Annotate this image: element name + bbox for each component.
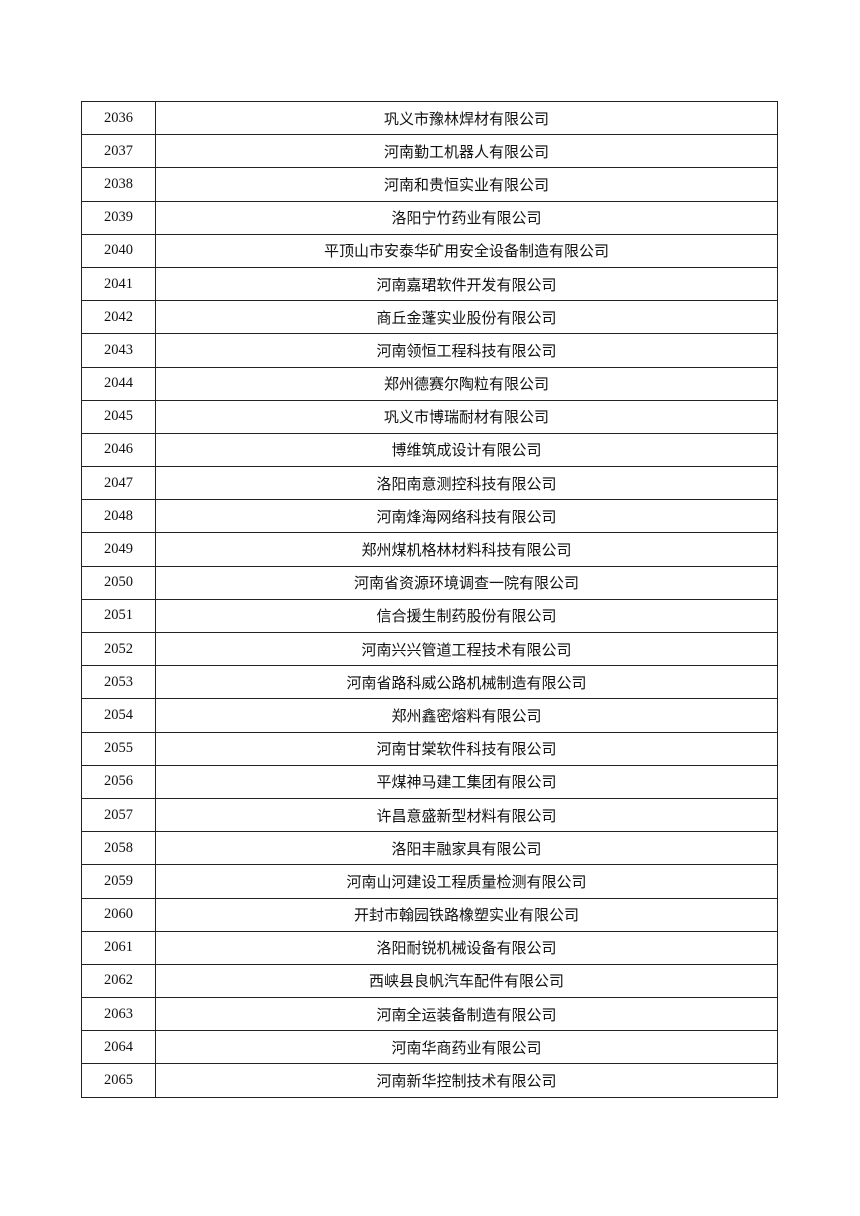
company-name: 河南新华控制技术有限公司	[155, 1063, 778, 1098]
company-name: 河南烽海网络科技有限公司	[155, 499, 778, 534]
row-number: 2045	[81, 399, 156, 434]
table-row: 2060 开封市翰园铁路橡塑实业有限公司	[81, 897, 778, 932]
table-row: 2058 洛阳丰融家具有限公司	[81, 831, 778, 866]
company-name: 信合援生制药股份有限公司	[155, 598, 778, 634]
table-row: 2044 郑州德赛尔陶粒有限公司	[81, 366, 778, 401]
row-number: 2040	[81, 233, 156, 268]
table-row: 2064 河南华商药业有限公司	[81, 1030, 778, 1065]
company-name: 博维筑成设计有限公司	[155, 432, 778, 468]
row-number: 2051	[81, 598, 156, 634]
row-number: 2046	[81, 432, 156, 468]
table-body: 2036 巩义市豫林焊材有限公司 2037 河南勤工机器人有限公司 2038 河南和贵恒实…	[81, 100, 778, 1098]
company-name: 洛阳宁竹药业有限公司	[155, 200, 778, 235]
table-row: 2054 郑州鑫密熔料有限公司	[81, 698, 778, 733]
row-number: 2054	[81, 698, 156, 733]
row-number: 2056	[81, 764, 156, 799]
row-number: 2053	[81, 665, 156, 700]
row-number: 2050	[81, 565, 156, 600]
row-number: 2060	[81, 897, 156, 932]
table-row: 2045 巩义市博瑞耐材有限公司	[81, 399, 778, 434]
company-name: 河南兴兴管道工程技术有限公司	[155, 631, 778, 667]
table-row: 2036 巩义市豫林焊材有限公司	[81, 100, 778, 136]
company-name: 河南省资源环境调查一院有限公司	[155, 565, 778, 600]
company-name: 洛阳南意测控科技有限公司	[155, 466, 778, 501]
company-name: 开封市翰园铁路橡塑实业有限公司	[155, 897, 778, 932]
table-row: 2065 河南新华控制技术有限公司	[81, 1063, 778, 1098]
table-row: 2051 信合援生制药股份有限公司	[81, 598, 778, 634]
company-name: 洛阳丰融家具有限公司	[155, 831, 778, 866]
company-name: 商丘金蓬实业股份有限公司	[155, 300, 778, 335]
table-row: 2061 洛阳耐锐机械设备有限公司	[81, 930, 778, 965]
row-number: 2057	[81, 797, 156, 833]
company-list-table: 2036 巩义市豫林焊材有限公司 2037 河南勤工机器人有限公司 2038 河南和贵恒实…	[81, 100, 778, 1098]
company-name: 平顶山市安泰华矿用安全设备制造有限公司	[155, 233, 778, 268]
table-row: 2062 西峡县良帆汽车配件有限公司	[81, 963, 778, 999]
row-number: 2063	[81, 997, 156, 1032]
row-number: 2065	[81, 1063, 156, 1098]
company-name: 西峡县良帆汽车配件有限公司	[155, 963, 778, 999]
company-name: 平煤神马建工集团有限公司	[155, 764, 778, 799]
table-row: 2046 博维筑成设计有限公司	[81, 432, 778, 468]
company-name: 河南华商药业有限公司	[155, 1030, 778, 1065]
row-number: 2036	[81, 100, 156, 136]
row-number: 2041	[81, 266, 156, 302]
table-row: 2056 平煤神马建工集团有限公司	[81, 764, 778, 799]
company-name: 河南甘棠软件科技有限公司	[155, 731, 778, 766]
company-name: 河南省路科威公路机械制造有限公司	[155, 665, 778, 700]
table-row: 2042 商丘金蓬实业股份有限公司	[81, 300, 778, 335]
table-row: 2047 洛阳南意测控科技有限公司	[81, 466, 778, 501]
company-name: 郑州鑫密熔料有限公司	[155, 698, 778, 733]
table-row: 2049 郑州煤机格林材料科技有限公司	[81, 532, 778, 567]
row-number: 2044	[81, 366, 156, 401]
table-row: 2041 河南嘉珺软件开发有限公司	[81, 266, 778, 302]
row-number: 2064	[81, 1030, 156, 1065]
company-name: 河南和贵恒实业有限公司	[155, 167, 778, 202]
table-row: 2059 河南山河建设工程质量检测有限公司	[81, 864, 778, 899]
table-row: 2052 河南兴兴管道工程技术有限公司	[81, 631, 778, 667]
row-number: 2055	[81, 731, 156, 766]
company-name: 河南山河建设工程质量检测有限公司	[155, 864, 778, 899]
row-number: 2061	[81, 930, 156, 965]
table-row: 2055 河南甘棠软件科技有限公司	[81, 731, 778, 766]
row-number: 2043	[81, 333, 156, 368]
row-number: 2049	[81, 532, 156, 567]
company-name: 巩义市博瑞耐材有限公司	[155, 399, 778, 434]
row-number: 2052	[81, 631, 156, 667]
row-number: 2059	[81, 864, 156, 899]
company-name: 郑州煤机格林材料科技有限公司	[155, 532, 778, 567]
table-row: 2053 河南省路科威公路机械制造有限公司	[81, 665, 778, 700]
company-name: 许昌意盛新型材料有限公司	[155, 797, 778, 833]
company-name: 河南勤工机器人有限公司	[155, 134, 778, 169]
company-name: 河南嘉珺软件开发有限公司	[155, 266, 778, 302]
row-number: 2039	[81, 200, 156, 235]
table-row: 2039 洛阳宁竹药业有限公司	[81, 200, 778, 235]
table-row: 2040 平顶山市安泰华矿用安全设备制造有限公司	[81, 233, 778, 268]
table-row: 2057 许昌意盛新型材料有限公司	[81, 797, 778, 833]
company-name: 洛阳耐锐机械设备有限公司	[155, 930, 778, 965]
company-name: 河南领恒工程科技有限公司	[155, 333, 778, 368]
row-number: 2047	[81, 466, 156, 501]
row-number: 2062	[81, 963, 156, 999]
row-number: 2048	[81, 499, 156, 534]
table-row: 2037 河南勤工机器人有限公司	[81, 134, 778, 169]
row-number: 2042	[81, 300, 156, 335]
row-number: 2058	[81, 831, 156, 866]
row-number: 2038	[81, 167, 156, 202]
row-number: 2037	[81, 134, 156, 169]
company-name: 巩义市豫林焊材有限公司	[155, 100, 778, 136]
table-row: 2050 河南省资源环境调查一院有限公司	[81, 565, 778, 600]
table-row: 2063 河南全运装备制造有限公司	[81, 997, 778, 1032]
company-name: 郑州德赛尔陶粒有限公司	[155, 366, 778, 401]
company-name: 河南全运装备制造有限公司	[155, 997, 778, 1032]
table-row: 2048 河南烽海网络科技有限公司	[81, 499, 778, 534]
table-row: 2038 河南和贵恒实业有限公司	[81, 167, 778, 202]
table-row: 2043 河南领恒工程科技有限公司	[81, 333, 778, 368]
